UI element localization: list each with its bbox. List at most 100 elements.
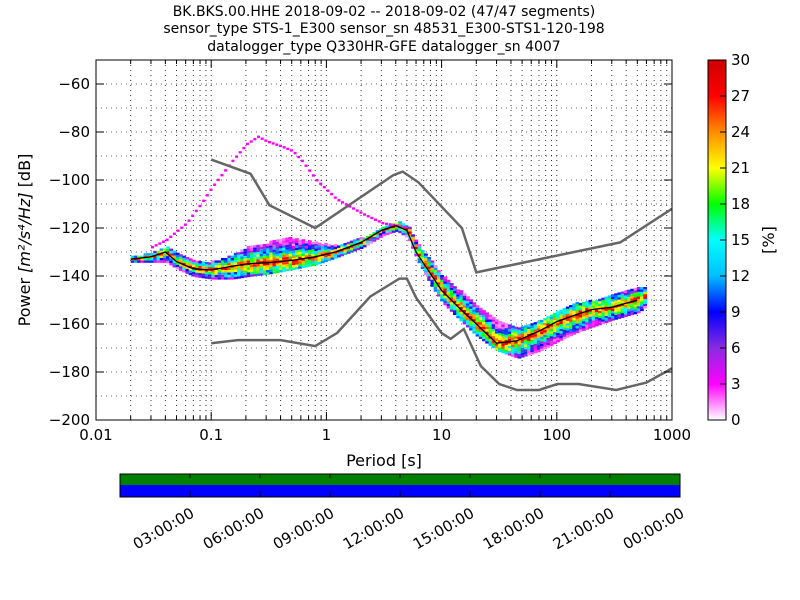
pdf-cell [462,319,467,323]
pdf-cell [401,223,406,226]
pdf-cell [594,314,599,317]
pdf-cell [636,296,641,299]
pdf-cell [494,340,499,344]
pdf-cell [569,307,573,310]
pdf-cell [304,164,308,167]
pdf-cell [172,262,177,266]
pdf-cell [300,159,304,163]
pdf-cell [424,253,428,256]
pdf-cell [378,233,383,236]
pdf-cell [353,239,357,242]
pdf-cell [262,251,267,254]
pdf-cell [246,250,251,254]
pdf-cell [543,346,548,350]
pdf-cell [504,328,509,331]
pdf-cell [546,328,551,331]
pdf-cell [424,255,428,259]
pdf-cell [214,262,219,266]
pdf-cell [620,305,625,309]
pdf-cell [585,300,590,304]
pdf-cell [639,294,644,297]
pdf-cell [627,306,631,309]
pdf-cell [291,255,296,258]
pdf-cell [140,260,145,263]
pdf-cell [220,267,225,270]
pdf-cell [610,294,615,297]
pdf-cell [249,274,254,277]
pdf-cell [462,322,467,325]
pdf-cell [610,303,615,307]
pdf-cell [269,247,274,251]
pdf-cell [282,266,287,270]
pdf-cell [295,259,299,263]
pdf-cell [556,315,561,319]
pdf-cell [314,258,319,261]
pdf-cell [540,343,544,347]
pdf-cell [217,262,222,266]
pdf-cell [295,240,299,243]
pdf-cell [314,250,319,254]
pdf-cell [298,242,303,245]
pdf-cell [185,266,190,270]
pdf-cell [278,265,283,268]
pdf-cell [507,324,512,327]
pdf-cell [504,323,509,326]
pdf-cell [543,334,548,338]
pdf-cell [304,252,309,256]
pdf-cell [572,332,577,335]
pdf-cell [575,313,580,317]
pdf-cell [291,253,296,256]
pdf-cell [627,292,631,295]
pdf-cell [385,230,390,233]
pdf-cell [301,246,306,249]
pdf-cell [269,257,274,260]
pdf-cell [630,312,635,316]
pdf-cell [585,312,590,316]
pdf-cell [146,260,151,263]
pdf-cell [208,274,212,277]
pdf-cell [440,298,444,302]
pdf-cell [161,240,165,243]
pdf-cell [278,255,283,258]
pdf-cell [462,293,467,296]
pdf-cell [295,238,299,241]
pdf-cell [243,275,248,278]
pdf-cell [359,236,364,240]
pdf-cell [275,265,280,269]
pdf-cell [436,286,441,290]
pdf-cell [327,251,332,254]
pdf-cell [433,267,438,271]
pdf-cell [175,259,180,263]
pdf-cell [198,270,203,274]
pdf-cell [288,236,293,240]
pdf-cell [459,292,464,295]
pdf-cell [636,303,641,307]
pdf-cell [233,274,238,277]
pdf-cell [262,267,267,271]
pdf-cell [601,319,606,322]
pdf-cell [269,252,274,256]
pdf-cell [322,185,326,189]
pdf-cell [259,251,264,254]
pdf-cell [552,339,557,342]
pdf-cell [511,330,515,333]
pdf-cell [440,294,444,297]
pdf-cell [504,347,509,350]
pdf-cell [246,245,251,249]
pdf-cell [543,322,548,326]
pdf-cell [307,242,312,246]
pdf-cell [307,254,312,258]
pdf-cell [630,295,635,299]
pdf-cell [633,309,638,312]
pdf-cell [256,249,261,252]
pdf-cell [291,241,296,244]
pdf-cell [349,250,354,253]
pdf-cell [491,321,496,325]
pdf-cell [237,266,241,270]
pdf-cell [581,301,586,305]
y-axis-label-prefix: Power [15,273,34,326]
pdf-cell [404,227,409,231]
pdf-cell [259,256,264,259]
pdf-cell [295,245,299,248]
pdf-cell [559,335,564,339]
